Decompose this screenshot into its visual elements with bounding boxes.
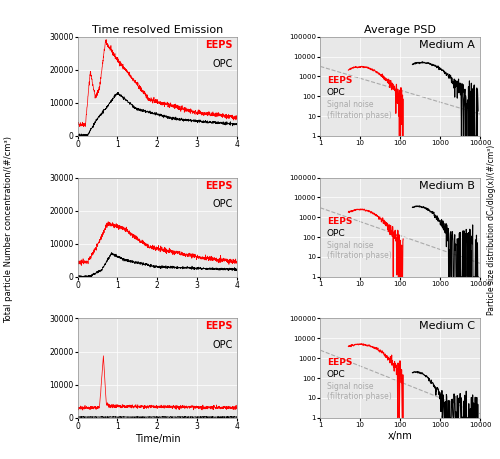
Text: OPC: OPC xyxy=(326,229,345,238)
Text: EEPS: EEPS xyxy=(205,180,233,190)
Text: OPC: OPC xyxy=(326,88,345,97)
Text: Signal noise
(filtration phase): Signal noise (filtration phase) xyxy=(326,382,392,401)
Text: OPC: OPC xyxy=(212,199,233,209)
Title: Average PSD: Average PSD xyxy=(364,24,436,34)
Text: Medium C: Medium C xyxy=(419,321,475,331)
Text: OPC: OPC xyxy=(212,59,233,68)
Text: EEPS: EEPS xyxy=(205,39,233,50)
Text: Medium A: Medium A xyxy=(420,39,475,50)
Text: Medium B: Medium B xyxy=(420,180,475,190)
Text: Total particle Number concentration/(#/cm³): Total particle Number concentration/(#/c… xyxy=(4,136,14,323)
Text: Signal noise
(filtration phase): Signal noise (filtration phase) xyxy=(326,241,392,261)
Text: OPC: OPC xyxy=(212,340,233,350)
X-axis label: Time/min: Time/min xyxy=(134,434,180,444)
X-axis label: x/nm: x/nm xyxy=(388,431,412,441)
Text: Signal noise
(filtration phase): Signal noise (filtration phase) xyxy=(326,100,392,120)
Text: OPC: OPC xyxy=(326,370,345,379)
Text: Particle size distribution dCₙ/dlog(x)/(#/cm³): Particle size distribution dCₙ/dlog(x)/(… xyxy=(486,145,496,314)
Text: EEPS: EEPS xyxy=(205,321,233,331)
Title: Time resolved Emission: Time resolved Emission xyxy=(92,24,223,34)
Text: EEPS: EEPS xyxy=(326,76,352,85)
Text: EEPS: EEPS xyxy=(326,358,352,367)
Text: EEPS: EEPS xyxy=(326,217,352,226)
